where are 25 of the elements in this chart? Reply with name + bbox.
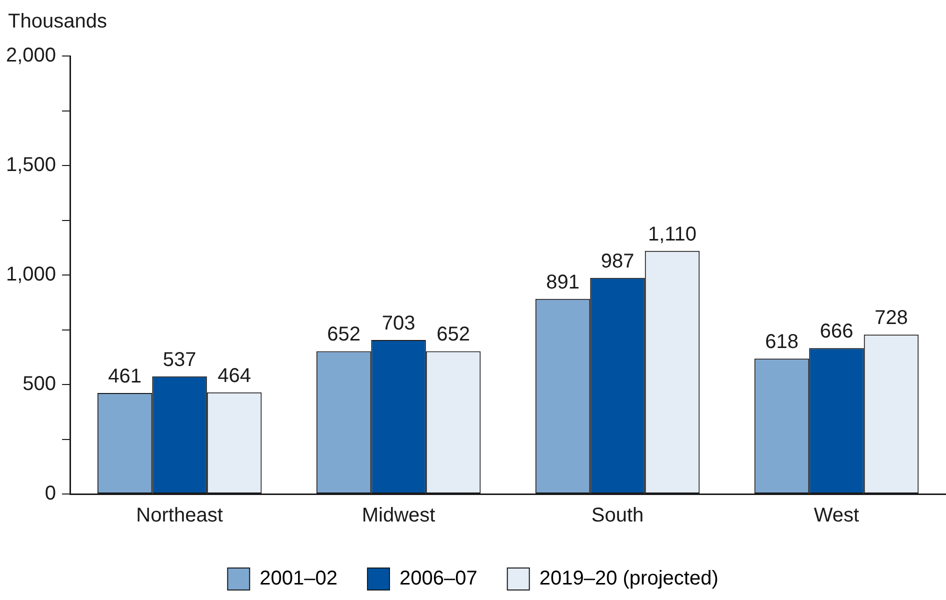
data-label: 461 xyxy=(108,366,142,388)
y-tick-label: 1,500 xyxy=(6,154,56,176)
y-tick-label: 500 xyxy=(22,373,56,396)
data-label: 652 xyxy=(436,324,470,346)
data-label: 652 xyxy=(327,324,360,346)
data-label: 618 xyxy=(765,331,798,354)
data-label: 537 xyxy=(162,348,196,371)
y-axis-title: Thousands xyxy=(8,10,107,33)
legend-label: 2006–07 xyxy=(399,568,478,590)
data-label: 728 xyxy=(874,307,908,330)
data-label: 987 xyxy=(600,250,634,272)
y-tick-label: 0 xyxy=(44,482,56,505)
legend-label: 2001–02 xyxy=(260,568,338,590)
x-tick-label: South xyxy=(591,504,644,527)
data-label: 666 xyxy=(820,320,854,343)
data-label: 891 xyxy=(546,271,580,294)
data-label: 703 xyxy=(382,312,416,335)
y-tick-label: 2,000 xyxy=(6,44,56,67)
x-tick-label: Midwest xyxy=(362,504,436,527)
y-tick-label: 1,000 xyxy=(6,264,56,286)
data-label: 1,110 xyxy=(648,223,697,246)
legend-label: 2019–20 (projected) xyxy=(539,568,718,590)
x-tick-label: West xyxy=(814,504,860,527)
data-label: 464 xyxy=(218,364,251,387)
x-tick-label: Northeast xyxy=(136,504,224,527)
